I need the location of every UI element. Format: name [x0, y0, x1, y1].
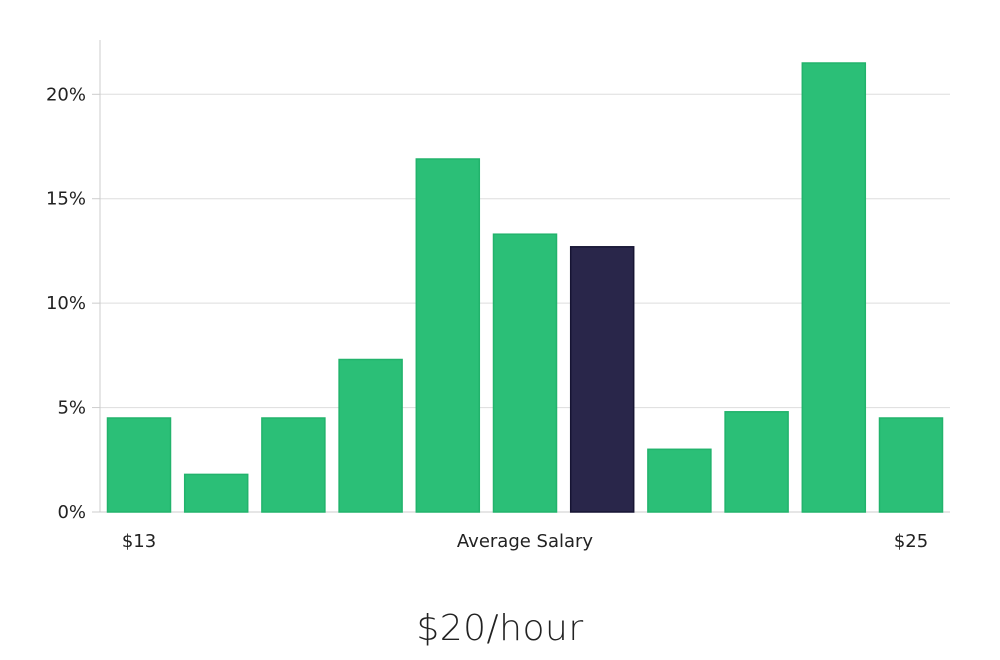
x-label-min: $13: [122, 531, 156, 552]
x-label-max: $25: [894, 531, 928, 552]
bar: [878, 417, 944, 513]
bar: [724, 411, 789, 513]
y-tick-label: 0%: [57, 502, 86, 523]
bar: [338, 358, 403, 513]
bar: [183, 473, 249, 513]
x-label-average-salary: Average Salary: [457, 531, 594, 552]
bars: [106, 62, 944, 513]
bar: [261, 417, 326, 513]
average-salary-value: $20/hour: [416, 608, 584, 649]
y-tick-label: 15%: [46, 189, 86, 210]
y-tick-labels: 0% 5% 10% 15% 20%: [46, 84, 100, 523]
y-tick-label: 5%: [57, 398, 86, 419]
bar: [492, 233, 558, 513]
bar: [801, 62, 867, 513]
y-tick-label: 20%: [46, 84, 86, 105]
x-tick-labels: $13 Average Salary $25: [122, 531, 928, 552]
bar: [647, 448, 712, 513]
bar: [415, 158, 481, 513]
bar-highlighted: [569, 246, 635, 513]
bar: [106, 417, 172, 513]
y-tick-label: 10%: [46, 293, 86, 314]
